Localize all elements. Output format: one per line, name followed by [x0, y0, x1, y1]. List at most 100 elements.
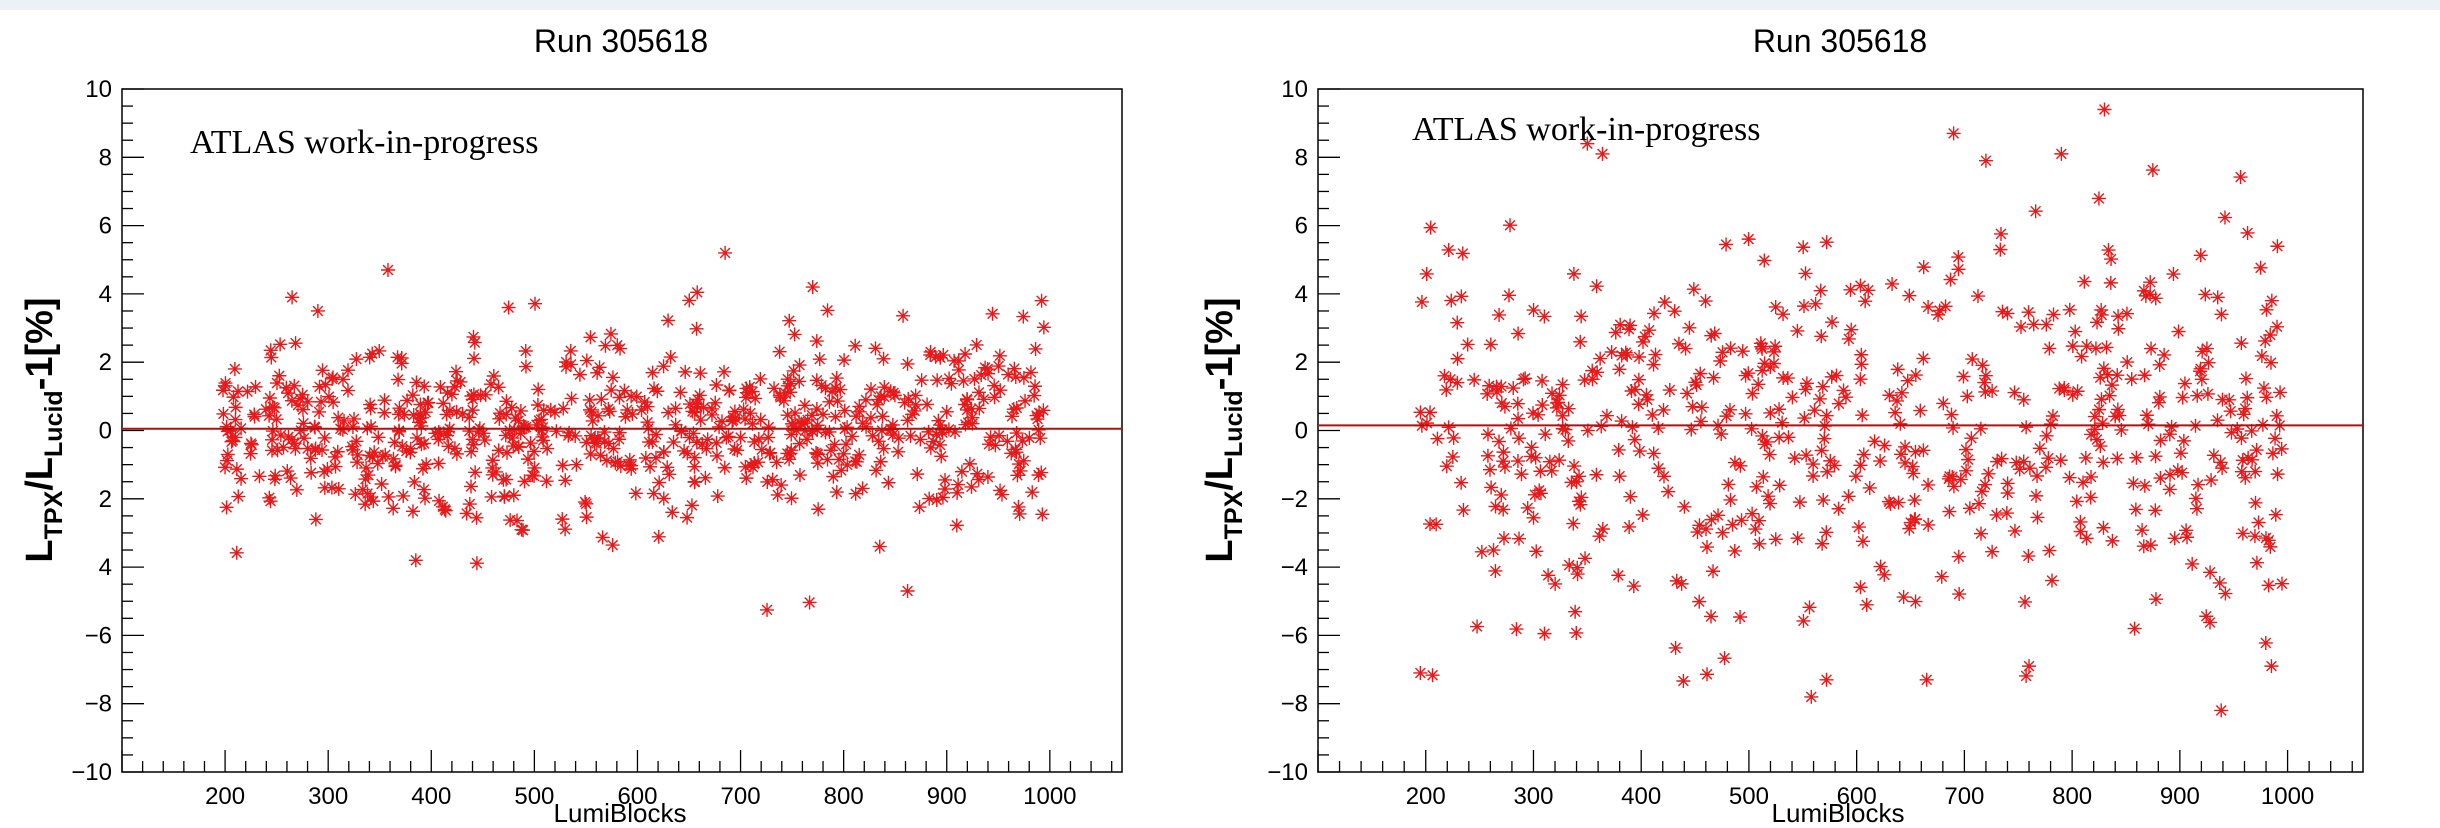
data-point	[308, 420, 323, 435]
data-point	[419, 457, 434, 472]
data-point	[950, 485, 965, 500]
data-point	[1817, 431, 1832, 446]
data-point	[1533, 486, 1548, 501]
data-point	[926, 434, 941, 449]
data-point	[337, 413, 352, 428]
data-point	[2094, 392, 2109, 407]
data-point	[930, 373, 945, 388]
data-point	[1690, 525, 1705, 540]
data-point	[466, 329, 481, 344]
data-point	[2016, 392, 2031, 407]
data-point	[1841, 331, 1856, 346]
data-point	[1423, 220, 1438, 235]
data-point	[665, 505, 680, 520]
data-point	[2251, 515, 2266, 530]
data-point	[1760, 434, 1775, 449]
data-point	[1492, 434, 1507, 449]
data-point	[982, 437, 997, 452]
data-point	[591, 408, 606, 423]
data-point	[920, 397, 935, 412]
data-point	[1723, 341, 1738, 356]
data-point	[1027, 388, 1042, 403]
data-point	[2104, 378, 2119, 393]
data-point	[1419, 266, 1434, 281]
data-point	[1423, 405, 1438, 420]
data-point	[440, 385, 455, 400]
data-point	[1526, 303, 1541, 318]
data-point	[1936, 396, 1951, 411]
data-point	[869, 463, 884, 478]
data-point	[761, 420, 776, 435]
data-point	[887, 388, 902, 403]
data-point	[2263, 327, 2278, 342]
data-point	[2248, 495, 2263, 510]
data-point	[733, 430, 748, 445]
data-point	[900, 584, 915, 599]
data-point	[948, 424, 963, 439]
data-point	[1667, 304, 1682, 319]
data-point	[751, 455, 766, 470]
data-point	[2042, 543, 2057, 558]
data-point	[2000, 476, 2015, 491]
data-point	[1704, 512, 1719, 527]
data-point	[2110, 402, 2125, 417]
data-point	[558, 473, 573, 488]
data-point	[293, 391, 308, 406]
data-point	[2042, 341, 2057, 356]
data-point	[2171, 324, 2186, 339]
data-point	[939, 404, 954, 419]
data-point	[2148, 592, 2163, 607]
data-point	[593, 448, 608, 463]
data-point	[1938, 299, 1953, 314]
data-point	[464, 479, 479, 494]
data-point	[921, 424, 936, 439]
data-point	[1614, 414, 1629, 429]
data-point	[348, 487, 363, 502]
data-point	[2177, 376, 2192, 391]
data-point	[331, 481, 346, 496]
data-point	[774, 478, 789, 493]
data-point	[1595, 521, 1610, 536]
data-point	[2074, 349, 2089, 364]
data-point	[1009, 445, 1024, 460]
data-point	[1595, 146, 1610, 161]
data-point	[2157, 347, 2172, 362]
data-point	[1636, 334, 1650, 349]
data-point	[240, 384, 255, 399]
data-point	[2198, 287, 2213, 302]
data-point	[1567, 459, 1582, 474]
data-point	[1028, 341, 1043, 356]
data-point	[834, 463, 849, 478]
data-point	[272, 368, 287, 383]
data-point	[1034, 293, 1049, 308]
data-point	[700, 432, 715, 447]
data-point	[2153, 433, 2168, 448]
data-point	[1015, 433, 1030, 448]
data-point	[831, 452, 846, 467]
data-point	[1520, 500, 1535, 515]
data-point	[1689, 377, 1704, 392]
y-tick-label: −8	[1281, 691, 1308, 718]
data-point	[1946, 420, 1961, 435]
data-point	[247, 407, 262, 422]
data-point	[2253, 260, 2268, 275]
data-point	[555, 458, 570, 473]
data-point	[1942, 469, 1957, 484]
data-point	[721, 429, 736, 444]
data-point	[1006, 402, 1021, 417]
data-point	[1627, 382, 1642, 397]
data-point	[1488, 499, 1503, 514]
data-point	[2000, 486, 2015, 501]
data-point	[901, 391, 916, 406]
data-point	[2078, 450, 2093, 465]
y-axis-title: LTPX/LLucid-1[%]	[1199, 297, 1248, 562]
data-point	[1480, 448, 1495, 463]
data-point	[579, 496, 594, 511]
data-point	[281, 386, 296, 401]
data-point	[1877, 438, 1892, 453]
data-point	[1011, 457, 1026, 472]
data-point	[1480, 427, 1495, 442]
data-point	[2188, 491, 2203, 506]
data-point	[377, 393, 392, 408]
data-point	[980, 469, 995, 484]
